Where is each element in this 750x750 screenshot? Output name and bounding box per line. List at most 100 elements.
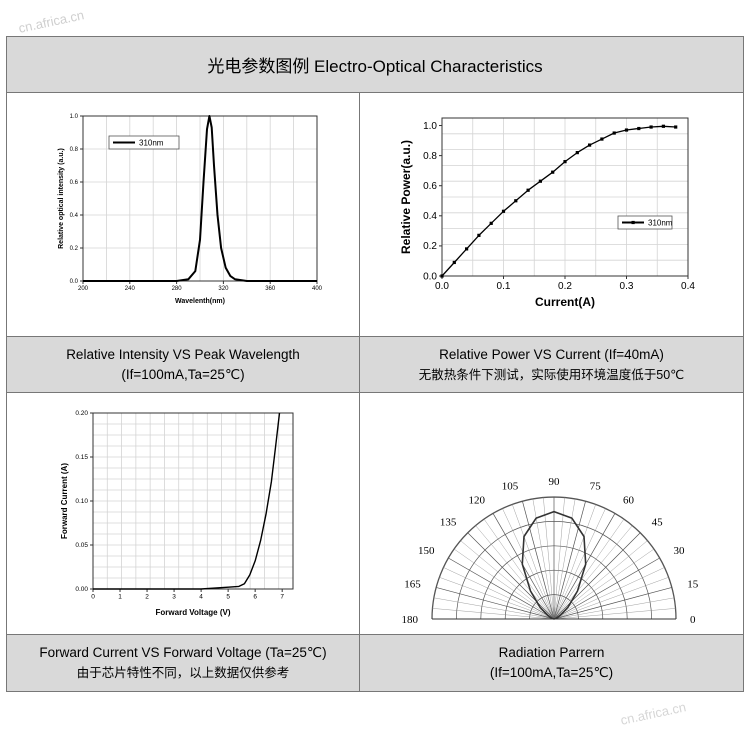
x-tick-label: 0 [91, 594, 95, 601]
wavelength-chart: 200 240 280 320 360 400 0.0 0.2 0.4 0.6 0.8 1.0 Wave… [58, 114, 323, 305]
data-point [501, 209, 506, 213]
polar-spoke [433, 597, 555, 620]
y-tick-label: 0.2 [423, 241, 437, 252]
caption-1-line-2: (If=100mA,Ta=25℃) [121, 366, 245, 382]
row-divider-1 [7, 336, 743, 337]
data-point [600, 137, 604, 141]
legend-label: 310nm [139, 139, 164, 148]
caption-1: Relative Intensity VS Peak Wavelength (I… [7, 337, 359, 392]
data-point [661, 124, 665, 128]
x-tick-label: 4 [199, 594, 203, 601]
polar-spoke [553, 501, 586, 620]
data-point [538, 179, 542, 183]
y-tick-label: 0.8 [70, 147, 79, 153]
y-tick-label: 1.0 [423, 121, 437, 132]
caption-2-line-1: Relative Power VS Current (If=40mA) [439, 346, 664, 362]
polar-spoke [443, 567, 555, 620]
data-point [624, 128, 629, 132]
y-tick-label: 0.00 [75, 586, 88, 593]
angle-label: 165 [404, 578, 421, 590]
polar-spoke [483, 518, 555, 620]
data-point [514, 199, 518, 203]
chart-cell-3: 0 1 2 3 4 5 6 7 0.00 0.05 0.10 0.15 0.20 Forward Volt… [7, 393, 359, 635]
angle-label: 180 [402, 614, 419, 626]
x-tick-label: 0.3 [620, 281, 634, 292]
data-point [674, 125, 678, 129]
y-tick-label: 0.8 [423, 151, 437, 162]
legend-box [617, 215, 673, 230]
x-tick-label: 0.2 [558, 281, 572, 292]
y-axis-label: Forward Current (A) [60, 463, 69, 539]
caption-3-line-1: Forward Current VS Forward Voltage (Ta=2… [39, 645, 327, 660]
data-point [440, 274, 444, 278]
polar-spoke [553, 525, 633, 620]
caption-4-line-2: (If=100mA,Ta=25℃) [489, 665, 614, 680]
polar-spoke [543, 497, 555, 620]
data-point [563, 160, 567, 164]
y-axis-label: Relative Power(a.u.) [399, 140, 413, 254]
polar-spoke [553, 597, 675, 620]
caption-4: Radiation Parrern (If=100mA,Ta=25℃) [360, 635, 743, 691]
x-tick-label: 200 [78, 286, 89, 292]
caption-3-line-2: 由于芯片特性不同，以上数据仅供参考 [76, 666, 290, 680]
caption-4-line-1: Radiation Parrern [498, 645, 605, 660]
polar-spoke [467, 532, 555, 620]
row-divider-3 [7, 634, 743, 635]
x-tick-label: 400 [312, 286, 323, 292]
header-bar: 光电参数图例 Electro-Optical Characteristics [7, 37, 743, 93]
y-tick-label: 0.2 [70, 246, 79, 252]
x-tick-label: 5 [226, 594, 230, 601]
y-tick-label: 0.4 [423, 211, 437, 222]
angle-label: 0 [690, 614, 696, 626]
y-tick-label: 0.0 [70, 279, 79, 285]
chart-cell-2: 0.0 0.1 0.2 0.3 0.4 0.0 0.2 0.4 0.6 0.8 1.0 Current… [360, 93, 743, 337]
x-tick-label: 7 [280, 594, 284, 601]
data-point [465, 247, 469, 251]
page-title: 光电参数图例 Electro-Optical Characteristics [207, 57, 543, 76]
x-tick-label: 0.0 [435, 281, 449, 292]
angle-label: 15 [687, 578, 699, 590]
x-tick-label: 240 [125, 286, 136, 292]
data-point [489, 221, 493, 225]
row-divider-2 [7, 392, 743, 393]
polar-spoke [553, 504, 596, 620]
y-axis-label: Relative optical intensity (a.u.) [58, 148, 65, 249]
polar-spoke [553, 587, 672, 620]
angle-label: 75 [590, 481, 602, 493]
data-point [588, 143, 592, 147]
data-point [452, 260, 456, 265]
data-point [637, 126, 641, 131]
y-tick-label: 0.6 [423, 181, 437, 192]
angle-label: 120 [469, 494, 486, 506]
caption-2: Relative Power VS Current (If=40mA) 无散热条… [360, 337, 743, 392]
watermark-top: cn.africa.cn [17, 7, 86, 36]
x-tick-label: 320 [218, 286, 229, 292]
polar-spoke [553, 548, 655, 620]
polar-spoke [432, 608, 555, 620]
x-tick-label: 0.4 [681, 281, 695, 292]
plot-frame [82, 115, 318, 282]
angle-label: 60 [623, 494, 635, 506]
polar-spoke [502, 508, 555, 620]
x-tick-label: 360 [265, 286, 276, 292]
y-tick-label: 0.6 [70, 180, 79, 186]
polar-spoke [439, 577, 555, 620]
polar-spoke [553, 577, 669, 620]
caption-2-line-2: 无散热条件下测试，实际使用环境温度低于50℃ [418, 367, 685, 382]
polar-spoke [475, 525, 555, 620]
iv-chart: 0 1 2 3 4 5 6 7 0.00 0.05 0.10 0.15 0.20 Forward Volt… [60, 410, 294, 617]
y-tick-label: 0.10 [75, 498, 88, 505]
polar-spoke [553, 557, 660, 620]
polar-spoke [553, 497, 565, 620]
polar-spoke [553, 532, 641, 620]
angle-label: 45 [652, 516, 664, 528]
y-tick-label: 0.20 [75, 410, 88, 417]
x-tick-label: 2 [145, 594, 149, 601]
y-tick-label: 0.0 [423, 271, 437, 282]
legend-label: 310nm [648, 219, 673, 228]
angle-label: 90 [549, 476, 561, 488]
caption-1-line-1: Relative Intensity VS Peak Wavelength [66, 346, 300, 362]
data-point [575, 151, 579, 155]
x-tick-label: 1 [118, 594, 122, 601]
polar-spoke [448, 557, 555, 620]
